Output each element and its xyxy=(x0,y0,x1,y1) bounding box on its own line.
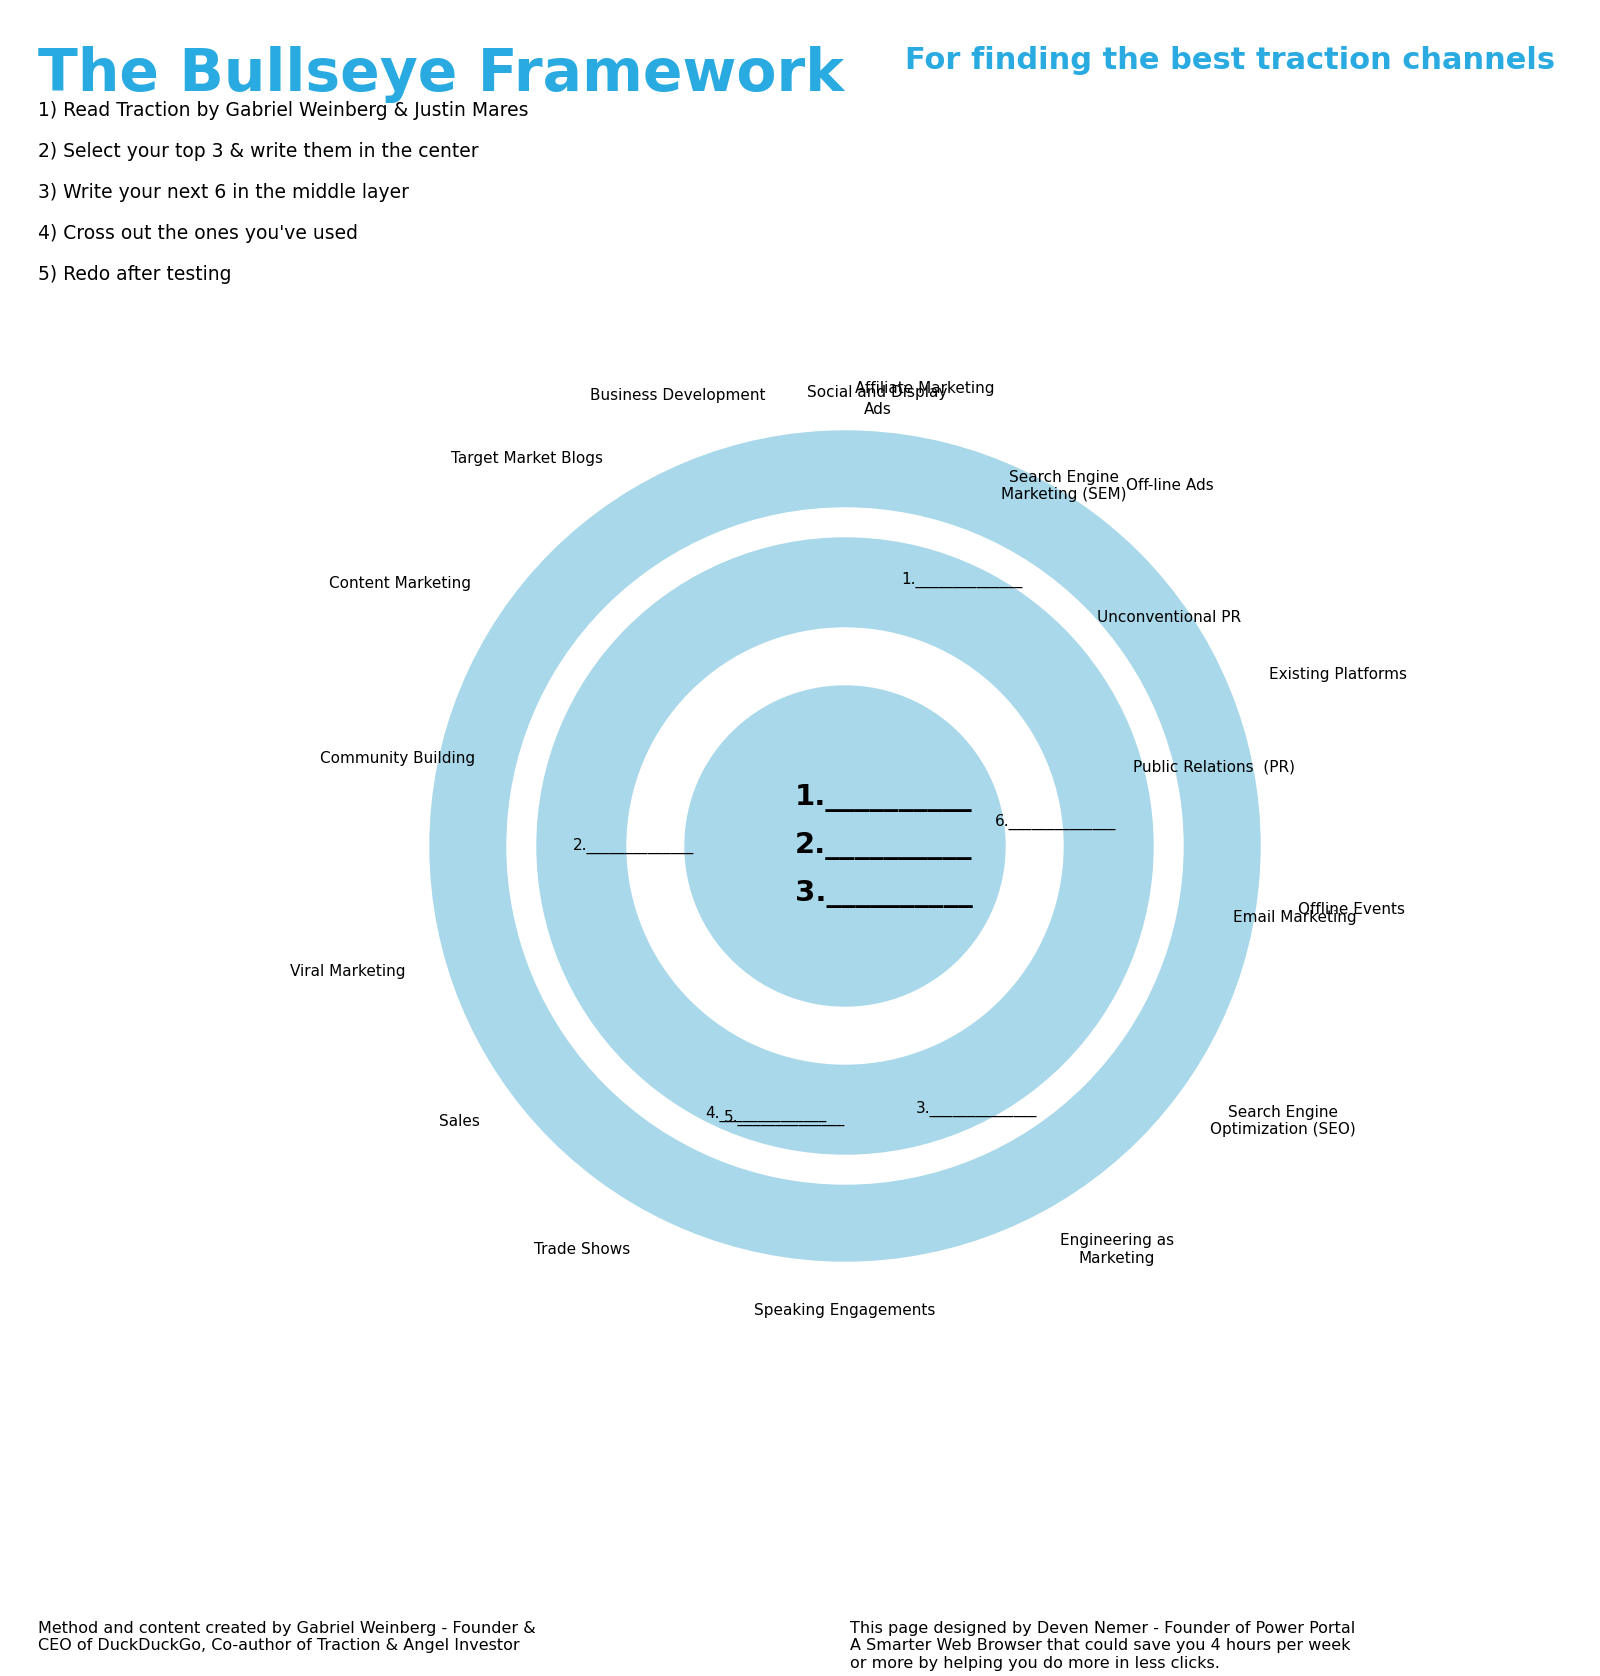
Text: Social and Display
Ads: Social and Display Ads xyxy=(808,384,947,417)
Text: 6.______________: 6.______________ xyxy=(995,815,1115,830)
Text: 1) Read Traction by Gabriel Weinberg & Justin Mares: 1) Read Traction by Gabriel Weinberg & J… xyxy=(38,101,528,121)
Text: Search Engine
Marketing (SEM): Search Engine Marketing (SEM) xyxy=(1002,469,1126,503)
Text: 4) Cross out the ones you've used: 4) Cross out the ones you've used xyxy=(38,225,358,243)
Text: 2.__________: 2.__________ xyxy=(795,831,973,860)
Text: 2.______________: 2.______________ xyxy=(573,838,694,855)
Text: Unconventional PR: Unconventional PR xyxy=(1096,610,1240,625)
Circle shape xyxy=(507,508,1182,1183)
Text: 4.______________: 4.______________ xyxy=(706,1106,826,1123)
Text: Business Development: Business Development xyxy=(590,389,766,404)
Circle shape xyxy=(685,685,1005,1006)
Text: 1.__________: 1.__________ xyxy=(795,784,973,811)
Text: 3.__________: 3.__________ xyxy=(795,880,973,908)
Text: 5) Redo after testing: 5) Redo after testing xyxy=(38,265,232,283)
Text: Target Market Blogs: Target Market Blogs xyxy=(451,451,603,466)
Text: For finding the best traction channels: For finding the best traction channels xyxy=(906,45,1555,75)
Text: The Bullseye Framework: The Bullseye Framework xyxy=(38,45,845,102)
Text: Email Marketing: Email Marketing xyxy=(1234,910,1357,925)
Text: Off-line Ads: Off-line Ads xyxy=(1126,478,1214,493)
Text: Viral Marketing: Viral Marketing xyxy=(290,964,406,979)
Text: Affiliate Marketing: Affiliate Marketing xyxy=(854,380,994,396)
Text: Sales: Sales xyxy=(438,1113,480,1128)
Text: Speaking Engagements: Speaking Engagements xyxy=(754,1302,936,1317)
Text: 1.______________: 1.______________ xyxy=(901,572,1022,588)
Text: This page designed by Deven Nemer - Founder of Power Portal
A Smarter Web Browse: This page designed by Deven Nemer - Foun… xyxy=(850,1621,1355,1671)
Circle shape xyxy=(627,628,1062,1064)
Text: Content Marketing: Content Marketing xyxy=(328,577,470,592)
Circle shape xyxy=(538,538,1154,1155)
Text: 3.______________: 3.______________ xyxy=(915,1101,1037,1116)
Text: 3) Write your next 6 in the middle layer: 3) Write your next 6 in the middle layer xyxy=(38,183,410,203)
Text: Existing Platforms: Existing Platforms xyxy=(1269,667,1406,682)
Text: Public Relations  (PR): Public Relations (PR) xyxy=(1133,759,1294,774)
Text: Engineering as
Marketing: Engineering as Marketing xyxy=(1059,1234,1174,1265)
Text: 2) Select your top 3 & write them in the center: 2) Select your top 3 & write them in the… xyxy=(38,142,478,161)
Text: Trade Shows: Trade Shows xyxy=(534,1242,630,1257)
Circle shape xyxy=(430,431,1261,1260)
Text: Method and content created by Gabriel Weinberg - Founder &
CEO of DuckDuckGo, Co: Method and content created by Gabriel We… xyxy=(38,1621,536,1654)
Text: Offline Events: Offline Events xyxy=(1298,902,1405,917)
Text: Community Building: Community Building xyxy=(320,751,475,766)
Text: Search Engine
Optimization (SEO): Search Engine Optimization (SEO) xyxy=(1210,1104,1355,1138)
Text: 5.______________: 5.______________ xyxy=(723,1110,845,1126)
